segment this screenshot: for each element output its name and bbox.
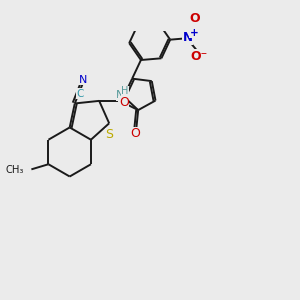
Text: CH₃: CH₃ — [6, 165, 24, 175]
Text: O⁻: O⁻ — [191, 50, 208, 63]
Text: O: O — [119, 96, 129, 110]
Text: H: H — [121, 86, 129, 96]
Text: N: N — [79, 75, 87, 85]
Text: S: S — [105, 128, 113, 141]
Text: O: O — [130, 127, 140, 140]
Text: N: N — [116, 90, 125, 100]
Text: O: O — [190, 12, 200, 25]
Text: C: C — [76, 88, 84, 98]
Text: N: N — [182, 31, 193, 44]
Text: +: + — [190, 28, 198, 38]
